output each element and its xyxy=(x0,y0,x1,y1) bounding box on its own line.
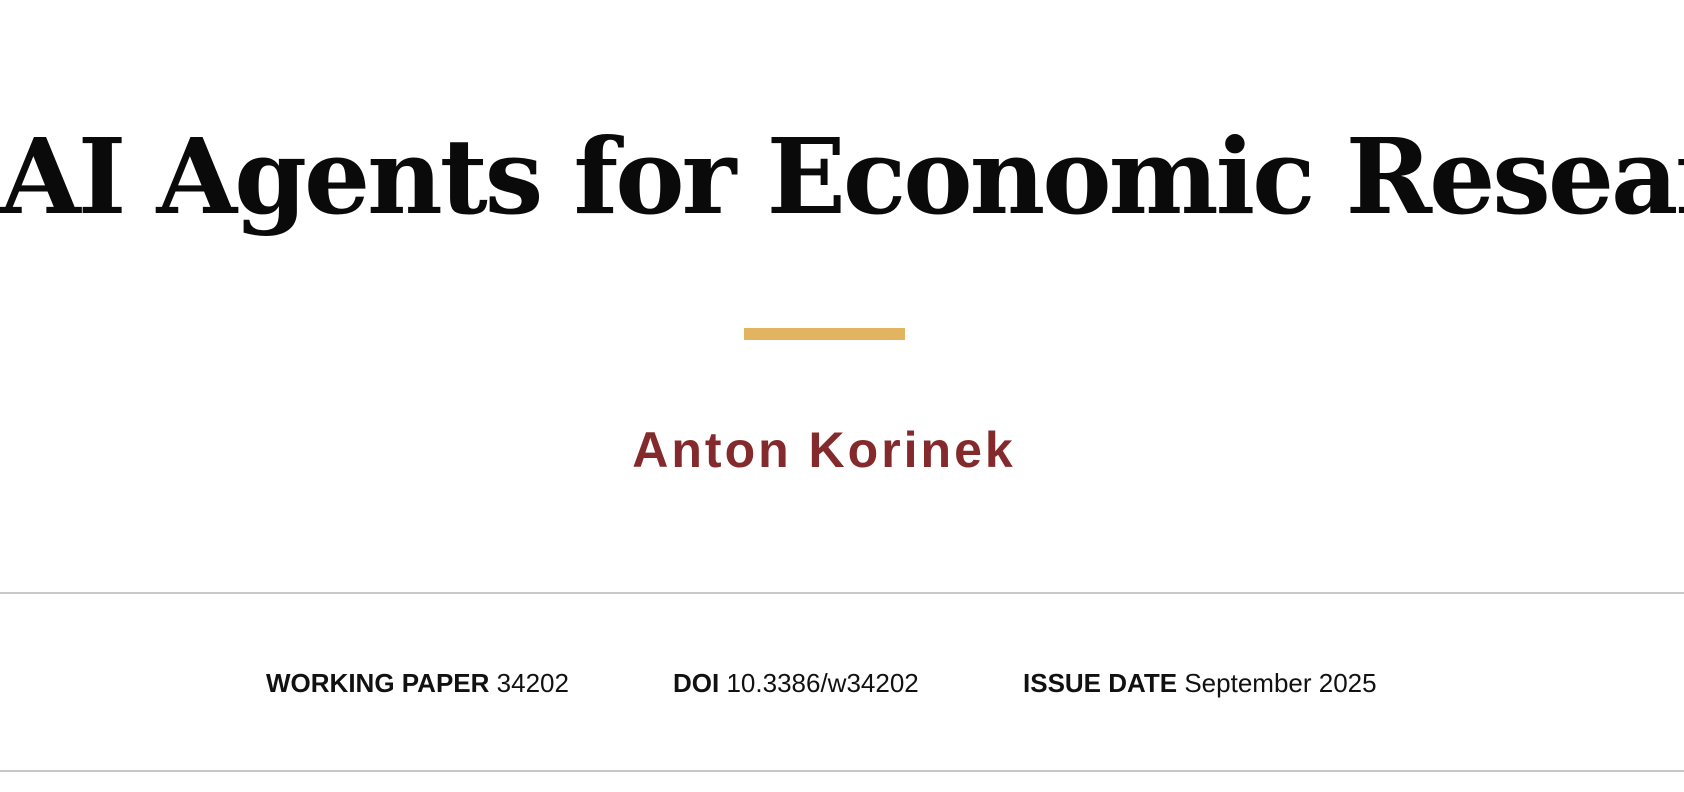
issue-date-label: ISSUE DATE xyxy=(1023,668,1178,698)
working-paper-label: WORKING PAPER xyxy=(266,668,490,698)
working-paper-info: WORKING PAPER 34202 xyxy=(266,665,569,701)
paper-title: AI Agents for Economic Research xyxy=(0,115,1684,238)
doi-info: DOI 10.3386/w34202 xyxy=(673,665,919,701)
author-name: Anton Korinek xyxy=(632,422,1016,478)
issue-date-info: ISSUE DATE September 2025 xyxy=(1023,665,1377,701)
bottom-divider xyxy=(0,770,1684,772)
doi-value: 10.3386/w34202 xyxy=(726,668,919,698)
working-paper-number: 34202 xyxy=(496,668,569,698)
issue-date-value: September 2025 xyxy=(1184,668,1377,698)
doi-label: DOI xyxy=(673,668,720,698)
accent-divider xyxy=(744,328,905,340)
top-divider xyxy=(0,592,1684,594)
